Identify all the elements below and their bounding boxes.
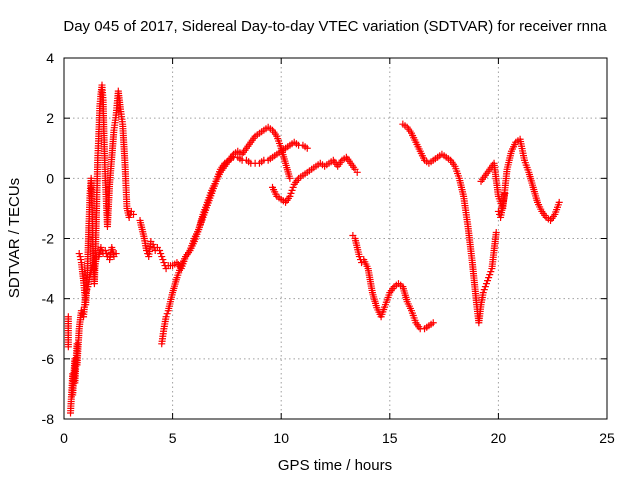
data-point: [125, 213, 133, 221]
series-segment-4-dip: [158, 138, 311, 348]
x-tick-label: 15: [382, 430, 398, 446]
data-point: [289, 183, 297, 191]
series-segment-8-final: [477, 135, 563, 224]
data-point: [162, 313, 170, 321]
data-point: [149, 241, 157, 249]
series-segment-3-rise: [136, 123, 294, 273]
data-point: [303, 144, 311, 152]
data-point: [112, 250, 120, 258]
data-point: [97, 244, 105, 252]
series-segment-5-mid: [269, 153, 361, 206]
data-point: [492, 228, 500, 236]
data-point: [501, 189, 509, 197]
chart-title: Day 045 of 2017, Sidereal Day-to-day VTE…: [63, 18, 607, 35]
data-point: [163, 310, 171, 318]
data-point: [286, 192, 294, 200]
data-point: [429, 319, 437, 327]
data-points: [64, 81, 563, 417]
series-segment-7-late: [399, 120, 500, 327]
y-tick-label: 4: [46, 50, 54, 66]
axis-ticks: 0 5 10 15 20 25 -8 -6 -4 -2 0 2 4: [42, 50, 615, 446]
data-point: [355, 253, 363, 261]
y-tick-label: 2: [46, 110, 54, 126]
y-tick-label: -8: [42, 411, 55, 427]
data-point: [479, 289, 487, 297]
data-point: [486, 271, 494, 279]
x-tick-label: 25: [599, 430, 615, 446]
data-point: [555, 198, 563, 206]
data-point: [64, 343, 72, 351]
data-point: [160, 259, 168, 267]
data-point: [287, 189, 295, 197]
data-point: [130, 210, 138, 218]
series-segment-6-after13: [349, 231, 437, 333]
series-segment-2-spikes: [75, 81, 138, 309]
data-point: [480, 286, 488, 294]
data-point: [102, 250, 110, 258]
data-point: [156, 247, 164, 255]
data-point: [484, 277, 492, 285]
data-point: [158, 253, 166, 261]
y-tick-label: -4: [42, 291, 55, 307]
data-point: [482, 280, 490, 288]
y-tick-label: 0: [46, 170, 54, 186]
data-point: [101, 247, 109, 255]
data-point: [75, 250, 83, 258]
gridlines: [64, 58, 607, 419]
data-point: [494, 207, 502, 215]
y-axis-label: SDTVAR / TECUs: [6, 178, 23, 298]
data-point: [487, 268, 495, 276]
data-point: [485, 274, 493, 282]
x-tick-label: 0: [60, 430, 68, 446]
x-tick-label: 10: [273, 430, 289, 446]
data-point: [286, 174, 294, 182]
data-point: [159, 256, 167, 264]
y-tick-label: -2: [42, 231, 55, 247]
data-point: [288, 186, 296, 194]
x-axis-label: GPS time / hours: [278, 457, 392, 474]
data-point: [157, 250, 165, 258]
x-tick-label: 5: [169, 430, 177, 446]
data-point: [353, 168, 361, 176]
y-tick-label: -6: [42, 351, 55, 367]
x-tick-label: 20: [491, 430, 507, 446]
data-point: [481, 283, 489, 291]
